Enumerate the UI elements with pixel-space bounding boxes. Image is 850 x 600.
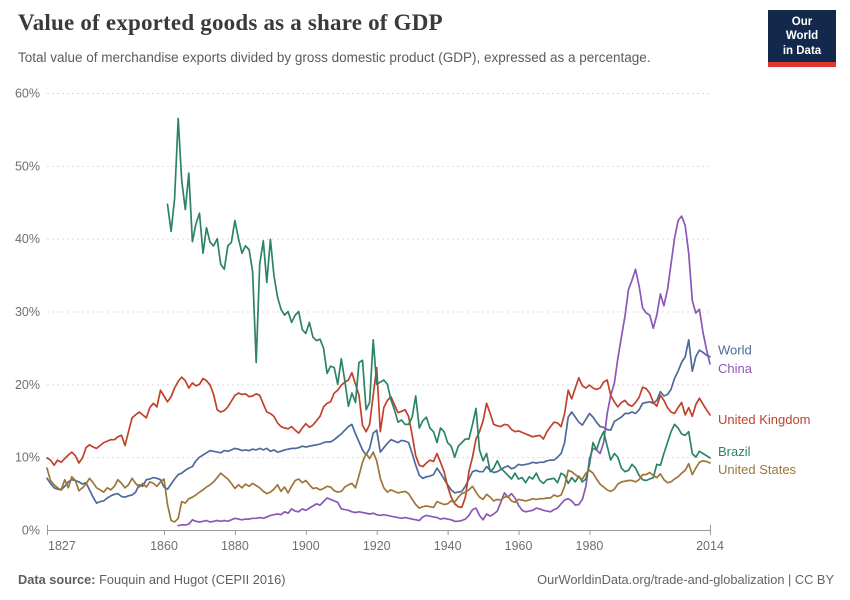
y-axis-tick-label-60: 60%: [15, 87, 40, 101]
y-axis-tick-label-50: 50%: [15, 159, 40, 173]
series-line-world[interactable]: [46, 339, 711, 504]
footer-credit-link[interactable]: OurWorldinData.org/trade-and-globalizati…: [537, 572, 834, 587]
x-axis-tick-label-2014: 2014: [696, 539, 724, 553]
owid-logo-line2: in Data: [782, 44, 822, 57]
y-axis-tick-label-0: 0%: [22, 524, 40, 538]
x-axis-tick-label-1920: 1920: [363, 539, 391, 553]
series-line-united-kingdom[interactable]: [46, 366, 711, 509]
series-line-united-states[interactable]: [46, 451, 711, 523]
y-axis-tick-label-20: 20%: [15, 378, 40, 392]
data-source: Data source: Fouquin and Hugot (CEPII 20…: [18, 572, 285, 587]
series-line-china[interactable]: [177, 215, 711, 527]
series-label-brazil: Brazil: [718, 444, 751, 459]
x-axis-tick-label-1900: 1900: [292, 539, 320, 553]
owid-logo-line1: Our World: [785, 16, 819, 43]
data-source-value: Fouquin and Hugot (CEPII 2016): [95, 572, 286, 587]
series-label-united-states: United States: [718, 462, 797, 477]
data-source-label: Data source:: [18, 572, 96, 587]
x-axis-tick-label-1960: 1960: [505, 539, 533, 553]
x-axis-tick-label-1827: 1827: [48, 539, 76, 553]
series-label-china: China: [718, 361, 753, 376]
chart-subtitle: Total value of merchandise exports divid…: [18, 50, 651, 65]
y-axis-tick-label-40: 40%: [15, 232, 40, 246]
x-axis-tick-label-1880: 1880: [221, 539, 249, 553]
x-axis-tick-label-1980: 1980: [576, 539, 604, 553]
y-axis-tick-label-30: 30%: [15, 305, 40, 319]
x-axis-tick-label-1940: 1940: [434, 539, 462, 553]
series-label-united-kingdom: United Kingdom: [718, 412, 811, 427]
series-line-brazil[interactable]: [166, 117, 711, 485]
owid-logo[interactable]: Our World in Data: [768, 10, 836, 68]
page-title: Value of exported goods as a share of GD…: [18, 10, 443, 35]
x-axis-tick-label-1860: 1860: [150, 539, 178, 553]
y-axis-tick-label-10: 10%: [15, 451, 40, 465]
series-label-world: World: [718, 343, 752, 358]
